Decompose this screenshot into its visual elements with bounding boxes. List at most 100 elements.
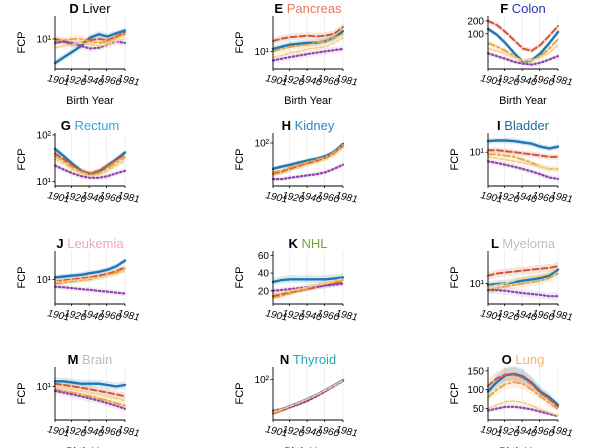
series-line-dashed-red — [54, 152, 126, 175]
series-line-dashed-red — [54, 382, 126, 398]
panel-title: E Pancreas — [274, 1, 342, 16]
panel-letter: I — [497, 118, 504, 133]
panel-letter: D — [69, 1, 82, 16]
x-tick-label: 1920 — [281, 190, 305, 205]
y-axis-label: FCP — [449, 267, 461, 289]
x-tick-label: 1920 — [63, 424, 87, 439]
x-tick-label: 1901 — [479, 424, 503, 439]
x-tick-label: 1981 — [116, 190, 140, 205]
x-tick-label: 1901 — [264, 73, 288, 88]
x-axis-label: Birth Year — [66, 95, 114, 107]
panel-title: I Bladder — [497, 118, 550, 133]
panel-title: K NHL — [288, 236, 327, 251]
y-axis-label: FCP — [449, 149, 461, 171]
series-line-faint-yellow — [487, 44, 559, 62]
panel-letter: K — [288, 236, 301, 251]
series-line-faint-yellow — [487, 400, 559, 417]
panel-name: Lung — [515, 352, 544, 367]
series-line-dotted-purple — [486, 160, 560, 180]
y-tick-label: 10² — [255, 139, 270, 150]
panel-title: M Brain — [68, 352, 113, 367]
panel-letter: O — [502, 352, 516, 367]
y-tick-label: 10¹ — [37, 34, 52, 45]
y-tick-label: 60 — [258, 251, 270, 262]
x-tick-label: 1960 — [98, 73, 122, 88]
x-tick-label: 1901 — [264, 190, 288, 205]
panel-title: L Myeloma — [491, 236, 556, 251]
y-axis-label: FCP — [449, 383, 461, 405]
y-tick-label: 10² — [37, 130, 52, 141]
series-line-dotted-purple — [53, 285, 127, 295]
x-tick-label: 1981 — [549, 308, 573, 323]
panel-letter: J — [56, 236, 67, 251]
x-tick-label: 1940 — [514, 73, 538, 88]
y-tick-label: 100 — [467, 385, 484, 396]
confidence-band — [488, 367, 558, 410]
y-tick-label: 10¹ — [255, 47, 270, 58]
y-tick-label: 10¹ — [37, 177, 52, 188]
series-line-dashed-red — [272, 144, 344, 176]
y-axis-label: FCP — [234, 267, 246, 289]
y-tick-label: 50 — [473, 404, 485, 415]
series-line-faint-yellow — [487, 267, 559, 288]
x-tick-label: 1920 — [281, 308, 305, 323]
y-axis-label: FCP — [234, 32, 246, 54]
panel-letter: F — [500, 1, 512, 16]
series-line-faint-yellow — [487, 156, 559, 170]
x-tick-label: 1940 — [81, 190, 105, 205]
series-line-dashdot-orange — [54, 388, 126, 407]
panel-letter: E — [274, 1, 286, 16]
y-tick-label: 10¹ — [470, 148, 485, 159]
x-tick-label: 1981 — [334, 73, 358, 88]
y-axis-label: FCP — [234, 149, 246, 171]
series-line-solid-blue — [486, 372, 560, 407]
series-line-dashdot-orange — [487, 38, 559, 63]
x-tick-label: 1981 — [549, 73, 573, 88]
x-tick-label: 1901 — [264, 424, 288, 439]
x-tick-label: 1920 — [496, 190, 520, 205]
x-tick-label: 1940 — [81, 73, 105, 88]
series-line-solid-blue — [53, 259, 127, 279]
confidence-band — [55, 156, 125, 179]
panel-letter: H — [282, 118, 295, 133]
confidence-band — [273, 34, 343, 61]
series-line-solid-blue — [53, 29, 127, 65]
y-tick-label: 100 — [467, 29, 484, 40]
series-line-dotted-purple — [271, 163, 345, 181]
series-line-dashed-red — [272, 26, 344, 42]
x-tick-label: 1940 — [81, 424, 105, 439]
x-axis-label: Birth Year — [284, 446, 332, 448]
panel-name: Leukemia — [67, 236, 124, 251]
panel-title: J Leukemia — [56, 236, 124, 251]
x-axis-label: Birth Year — [499, 446, 547, 448]
y-tick-label: 20 — [258, 286, 270, 297]
x-tick-label: 1960 — [531, 190, 555, 205]
series-line-faint-yellow — [272, 37, 344, 58]
series-line-faint-yellow — [54, 158, 126, 177]
confidence-band — [273, 162, 343, 182]
x-tick-label: 1901 — [479, 190, 503, 205]
x-tick-label: 1940 — [81, 308, 105, 323]
x-tick-label: 1901 — [479, 308, 503, 323]
x-tick-label: 1920 — [496, 424, 520, 439]
confidence-band — [55, 38, 125, 52]
x-tick-label: 1920 — [63, 73, 87, 88]
x-tick-label: 1981 — [334, 308, 358, 323]
y-tick-label: 150 — [467, 366, 484, 377]
panel-name: Kidney — [295, 118, 335, 133]
y-tick-label: 10¹ — [470, 279, 485, 290]
y-axis-label: FCP — [16, 32, 28, 54]
series-line-faint-yellow — [272, 147, 344, 177]
confidence-band — [55, 35, 125, 52]
panel-name: Bladder — [504, 118, 549, 133]
panel-title: F Colon — [500, 1, 546, 16]
x-tick-label: 1981 — [116, 73, 140, 88]
